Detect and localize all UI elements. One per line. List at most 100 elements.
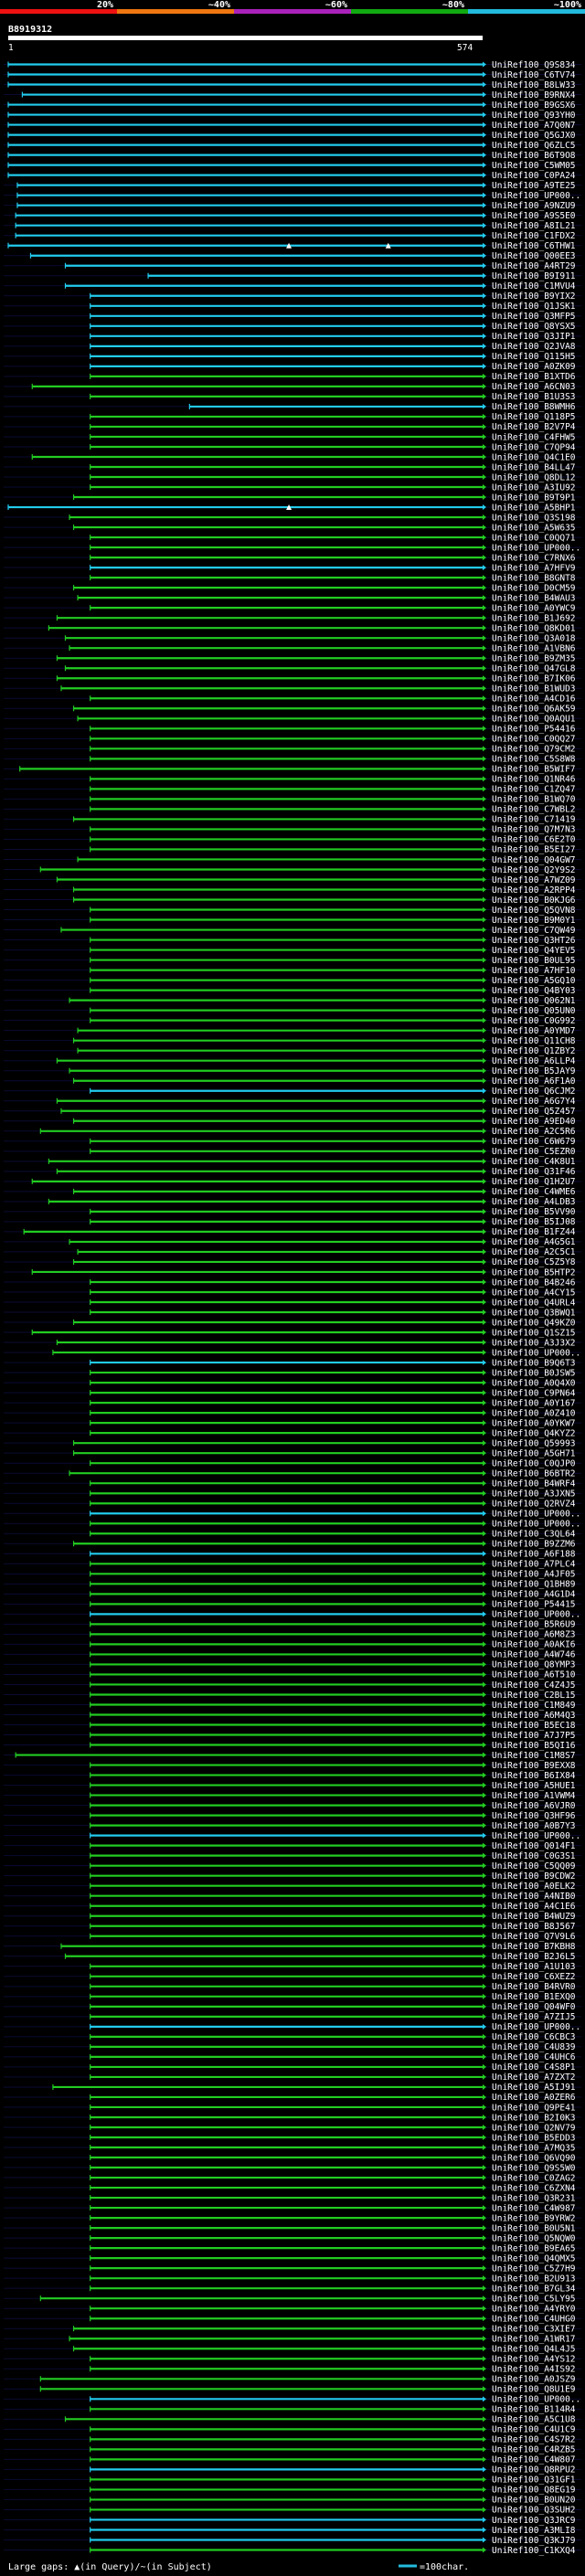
hit-end-arrow [483,2496,486,2503]
hit-end-arrow [483,142,486,148]
hit-label: UniRef100_A7PLC4 [492,1560,576,1570]
hit-label: UniRef100_Q93YH0 [492,111,576,121]
hit-end-arrow [483,504,486,511]
hit-label: UniRef100_A4G1D4 [492,1590,576,1600]
alignment-row: UniRef100_UP000.. [4,1831,581,1841]
hit-label: UniRef100_B5JAY9 [492,1066,576,1076]
hit-label: UniRef100_B4LL47 [492,462,576,472]
hit-end-arrow [483,1360,486,1366]
hit-label: UniRef100_A0Y167 [492,1398,576,1408]
hit-label: UniRef100_C0G3S1 [492,1851,576,1861]
alignment-row: UniRef100_Q2NV79 [4,2123,581,2133]
hit-end-arrow [483,2003,486,2009]
alignment-row: UniRef100_Q014F1 [4,1841,581,1851]
hit-end-arrow [483,645,486,652]
hit-label: UniRef100_C6TV74 [492,70,576,80]
hit-end-arrow [483,373,486,379]
alignment-row: UniRef100_B0JSW5 [4,1368,581,1378]
hit-label: UniRef100_B1EXQ0 [492,1992,576,2002]
hit-end-arrow [483,1842,486,1849]
alignment-row: UniRef100_A0AKI6 [4,1640,581,1650]
hit-end-arrow [483,1138,486,1144]
alignment-row: UniRef100_Q1NR46 [4,775,581,785]
alignment-row: UniRef100_C3XIE7 [4,2325,581,2335]
legend-swatch [351,9,469,14]
hit-end-arrow [483,2336,486,2342]
hit-end-arrow [483,514,486,521]
hit-label: UniRef100_Q4URL4 [492,1298,576,1308]
hit-label: UniRef100_C7WBL2 [492,805,576,815]
hit-label: UniRef100_A0YKW7 [492,1418,576,1428]
alignment-row: UniRef100_B8WMH6 [4,402,581,412]
hit-end-arrow [483,172,486,178]
hit-label: UniRef100_B5EDD3 [492,2133,576,2143]
hit-end-arrow [483,675,486,682]
hit-end-arrow [483,1118,486,1124]
alignment-row: UniRef100_C4W987 [4,2203,581,2213]
alignment-row: UniRef100_UP000.. [4,1520,581,1530]
hit-label: UniRef100_Q3HT26 [492,936,576,946]
alignment-row: UniRef100_A6VJR0 [4,1801,581,1811]
hit-end-arrow [483,1047,486,1054]
hit-label: UniRef100_Q3MFP5 [492,312,576,322]
alignment-row: UniRef100_C5QQ09 [4,1861,581,1871]
hit-label: UniRef100_A9NZU9 [492,201,576,211]
alignment-row: UniRef100_A2RPP4 [4,885,581,896]
hit-end-arrow [483,1752,486,1758]
alignment-row: UniRef100_C0ZAG2 [4,2173,581,2183]
alignment-row: UniRef100_A4YS12 [4,2355,581,2365]
hit-label: UniRef100_A5GH71 [492,1448,576,1458]
alignment-row: UniRef100_UP000.. [4,2022,581,2032]
hit-end-arrow [483,71,486,78]
alignment-row: UniRef100_B4B246 [4,1277,581,1288]
hit-label: UniRef100_B7GL34 [492,2284,576,2294]
alignment-row: UniRef100_A0ZK09 [4,362,581,372]
alignment-row: UniRef100_B4WAU3 [4,593,581,603]
hit-label: UniRef100_A6T510 [492,1670,576,1680]
alignment-row: UniRef100_B5R6U9 [4,1620,581,1630]
hit-end-arrow [483,1148,486,1154]
hit-end-arrow [483,1661,486,1668]
hit-label: UniRef100_A0Z410 [492,1408,576,1418]
hit-label: UniRef100_A7HFV9 [492,563,576,573]
hit-label: UniRef100_A4YS12 [492,2355,576,2365]
alignment-row: UniRef100_Q05UN0 [4,1006,581,1016]
alignment-row: UniRef100_C5S8W8 [4,755,581,765]
alignment-row: UniRef100_A3IU92 [4,482,581,493]
alignment-row: UniRef100_Q9PE41 [4,2103,581,2113]
hit-label: UniRef100_C5Z7H9 [492,2263,576,2274]
hit-label: UniRef100_C6CBC3 [492,2032,576,2042]
hit-end-arrow [483,1812,486,1818]
hit-label: UniRef100_B6BTR2 [492,1468,576,1479]
hit-end-arrow [483,2386,486,2392]
legend-label: 20% [97,0,113,10]
hit-label: UniRef100_UP000.. [492,1348,580,1358]
hit-label: UniRef100_Q115H5 [492,352,576,362]
alignment-row: UniRef100_Q3SUH2 [4,2506,581,2516]
hit-end-arrow [483,1601,486,1607]
hit-end-arrow [483,1571,486,1577]
alignment-row: UniRef100_A5BHP1 [4,503,581,513]
hit-end-arrow [483,1037,486,1044]
legend-swatch [234,9,352,14]
hit-label: UniRef100_C4K8U1 [492,1157,576,1167]
hit-end-arrow [483,2083,486,2090]
hit-end-arrow [483,1208,486,1214]
alignment-row: UniRef100_B7IK06 [4,674,581,684]
hit-end-arrow [483,1822,486,1829]
alignment-row: UniRef100_C5WM05 [4,161,581,171]
alignment-row: UniRef100_UP000.. [4,1510,581,1520]
alignment-row: UniRef100_A0ZER6 [4,2093,581,2103]
alignment-row: UniRef100_A6LLP4 [4,1056,581,1066]
alignment-row: UniRef100_A9TE25 [4,181,581,191]
hit-label: UniRef100_A6VJR0 [492,1801,576,1811]
hit-end-arrow [483,1782,486,1788]
alignment-row: UniRef100_A0YKW7 [4,1418,581,1428]
alignment-row: UniRef100_Q9S5W0 [4,2163,581,2173]
legend-swatch [117,9,235,14]
hit-label: UniRef100_B1J692 [492,613,576,623]
alignment-row: UniRef100_Q3A018 [4,633,581,643]
hit-label: UniRef100_Q3JRC9 [492,2516,576,2526]
hit-end-arrow [483,2145,486,2151]
hit-end-arrow [483,2446,486,2453]
